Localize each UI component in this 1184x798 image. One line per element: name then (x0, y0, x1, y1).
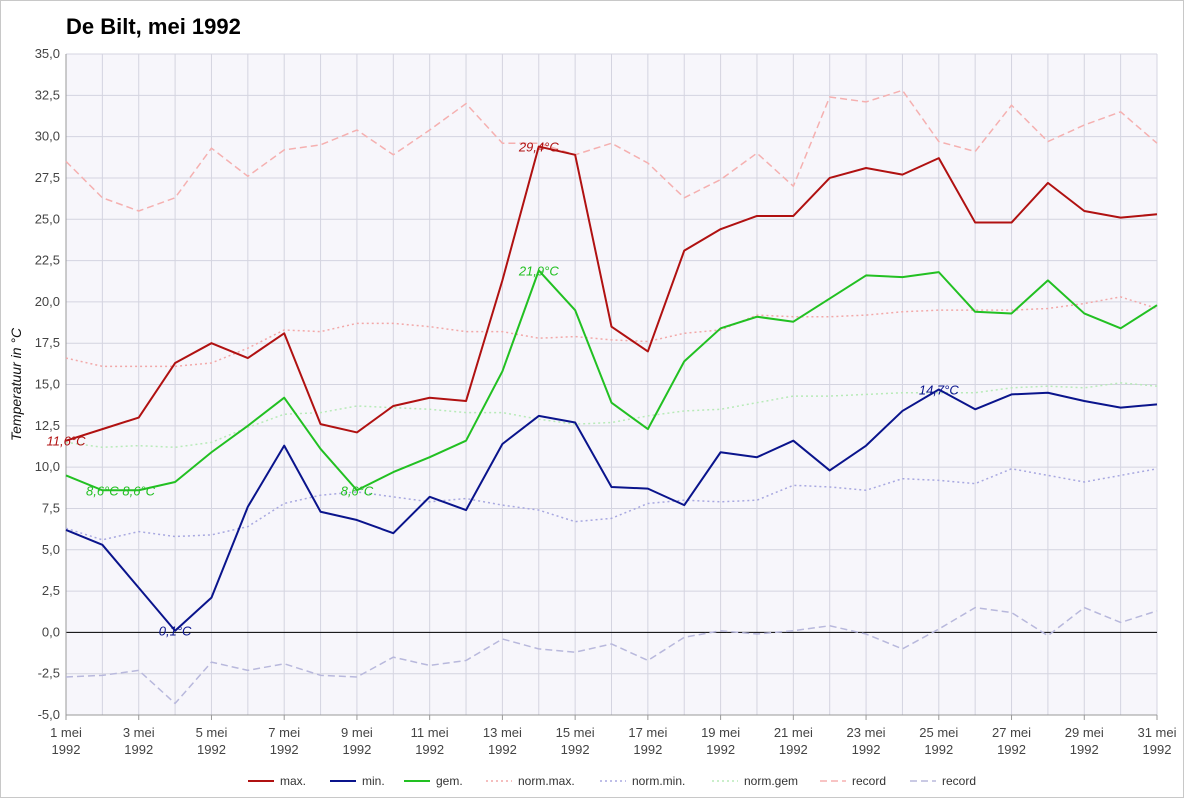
x-tick-label-year: 1992 (124, 742, 153, 757)
x-tick-label-year: 1992 (1070, 742, 1099, 757)
y-tick-label: -5,0 (38, 707, 60, 722)
x-tick-label: 15 mei (556, 725, 595, 740)
data-label: 21,9°C (518, 263, 560, 278)
y-tick-label: 7,5 (42, 500, 60, 515)
x-tick-label: 13 mei (483, 725, 522, 740)
y-tick-label: 2,5 (42, 583, 60, 598)
x-tick-label: 17 mei (628, 725, 667, 740)
y-tick-label: 12,5 (35, 418, 60, 433)
legend-label: min. (362, 774, 385, 788)
x-tick-label-year: 1992 (1143, 742, 1172, 757)
x-tick-label-year: 1992 (52, 742, 81, 757)
data-label: 29,4°C (518, 140, 560, 155)
chart-title: De Bilt, mei 1992 (66, 14, 241, 39)
data-label: 14,7°C (919, 382, 960, 397)
x-tick-label: 19 mei (701, 725, 740, 740)
legend-label: norm.gem (744, 774, 798, 788)
x-tick-label: 9 mei (341, 725, 373, 740)
x-tick-label-year: 1992 (342, 742, 371, 757)
x-tick-label: 25 mei (919, 725, 958, 740)
y-tick-label: 20,0 (35, 294, 60, 309)
series-line-normmin-4 (65, 468, 1158, 541)
x-tick-label: 31 mei (1137, 725, 1176, 740)
x-tick-label-year: 1992 (924, 742, 953, 757)
x-tick-label-year: 1992 (488, 742, 517, 757)
legend-label: gem. (436, 774, 463, 788)
y-tick-label: 32,5 (35, 87, 60, 102)
x-tick-label-year: 1992 (706, 742, 735, 757)
x-tick-label: 7 mei (268, 725, 300, 740)
x-tick-label-year: 1992 (415, 742, 444, 757)
series-line-max-0 (65, 145, 1158, 442)
x-tick-label: 5 mei (196, 725, 228, 740)
y-tick-label: 27,5 (35, 170, 60, 185)
x-tick-label: 23 mei (847, 725, 886, 740)
legend-label: record (942, 774, 976, 788)
legend-label: max. (280, 774, 306, 788)
data-label: 8,6°C (341, 483, 374, 498)
y-tick-label: 22,5 (35, 253, 60, 268)
x-tick-label: 1 mei (50, 725, 82, 740)
x-tick-label: 11 mei (411, 725, 449, 740)
legend-label: norm.min. (632, 774, 685, 788)
x-tick-label-year: 1992 (197, 742, 226, 757)
y-tick-label: 35,0 (35, 46, 60, 61)
x-tick-label-year: 1992 (561, 742, 590, 757)
data-label: 0,1°C (159, 624, 192, 639)
series-line-record-7 (65, 606, 1158, 705)
x-tick-label: 29 mei (1065, 725, 1104, 740)
series-line-gem-2 (65, 269, 1158, 492)
x-tick-label: 3 mei (123, 725, 155, 740)
data-label: 8,6°C (86, 483, 119, 498)
y-tick-label: -2,5 (38, 666, 60, 681)
series-line-normmax-3 (65, 296, 1158, 368)
y-tick-label: 30,0 (35, 129, 60, 144)
y-tick-label: 0,0 (42, 624, 60, 639)
x-tick-label-year: 1992 (779, 742, 808, 757)
x-tick-label-year: 1992 (633, 742, 662, 757)
y-tick-label: 5,0 (42, 542, 60, 557)
data-label: 8,6°C (122, 483, 155, 498)
y-tick-label: 10,0 (35, 459, 60, 474)
x-tick-label-year: 1992 (852, 742, 881, 757)
data-label: 11,6°C (47, 434, 87, 449)
x-tick-label-year: 1992 (997, 742, 1026, 757)
legend-label: norm.max. (518, 774, 575, 788)
y-tick-label: 17,5 (35, 335, 60, 350)
y-axis-label: Temperatuur in °C (8, 327, 24, 441)
x-tick-label: 27 mei (992, 725, 1031, 740)
y-tick-label: 15,0 (35, 377, 60, 392)
series-line-normgem-5 (65, 382, 1158, 449)
x-tick-label-year: 1992 (270, 742, 299, 757)
legend-label: record (852, 774, 886, 788)
x-tick-label: 21 mei (774, 725, 813, 740)
series-line-record-6 (65, 89, 1158, 212)
series-line-min-1 (65, 388, 1158, 632)
y-tick-label: 25,0 (35, 211, 60, 226)
